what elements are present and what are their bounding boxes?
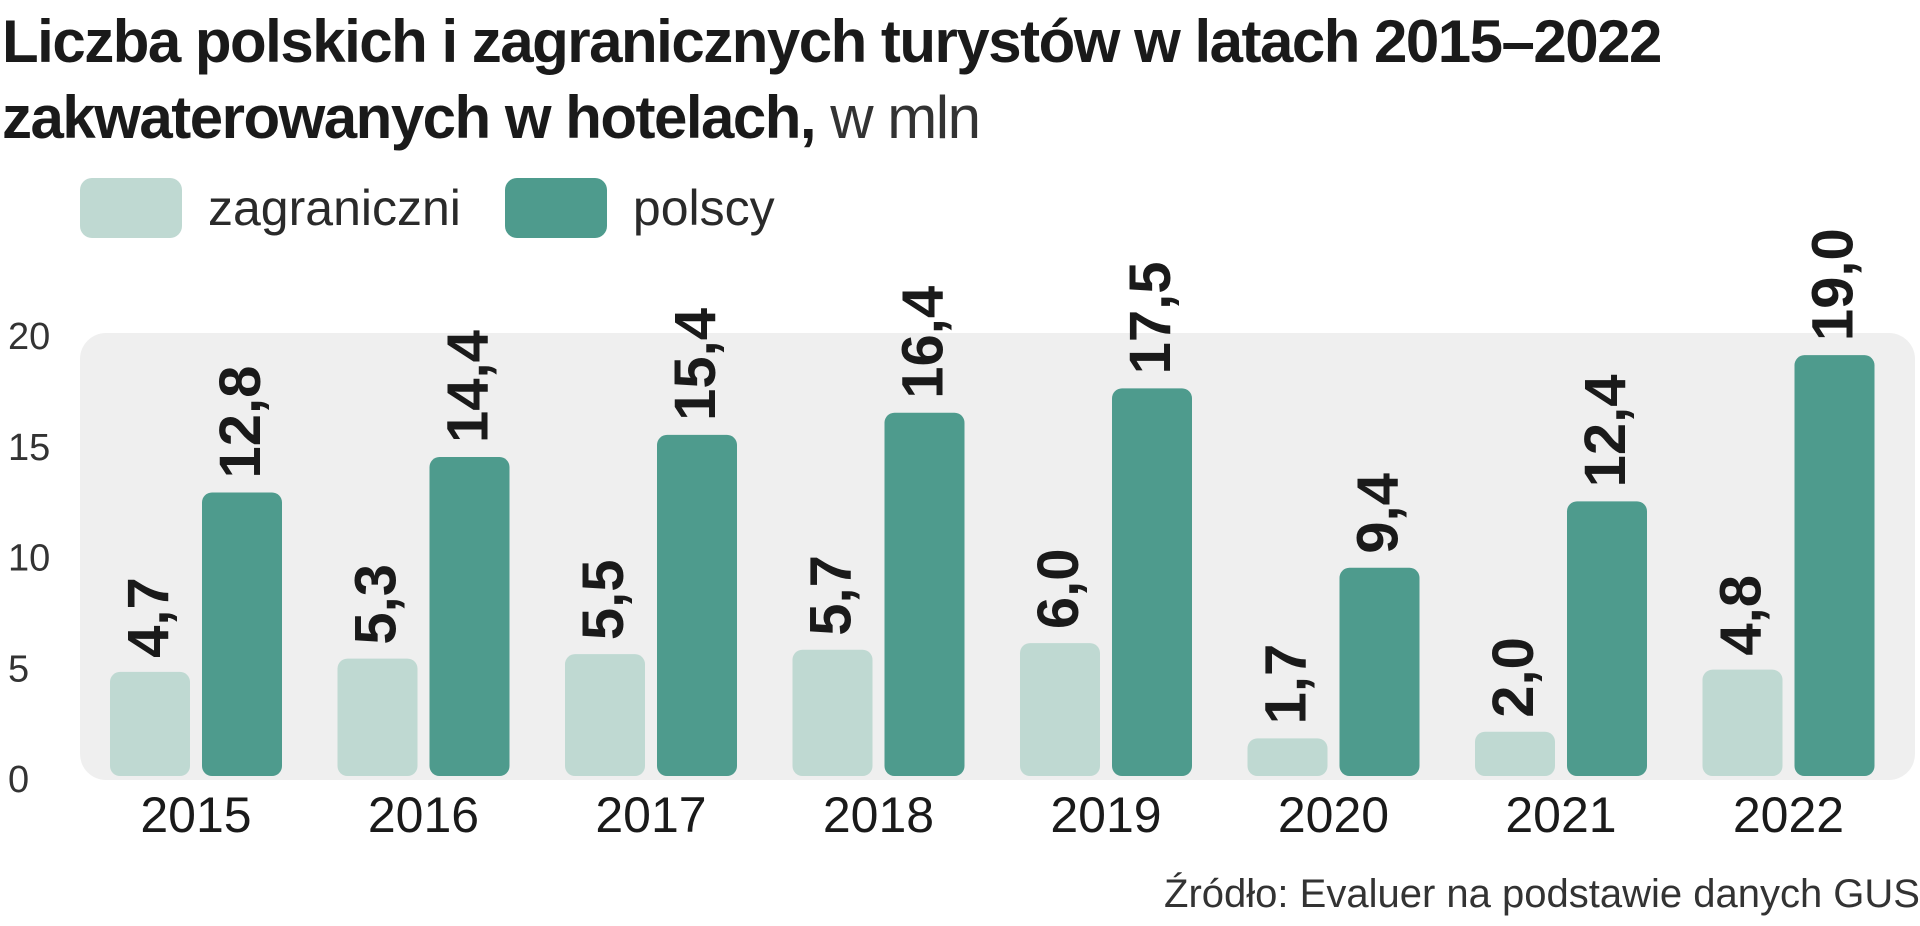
x-tick-label: 2019 [1050,787,1161,843]
bar-domestic [1567,501,1647,776]
bar-value-label: 14,4 [436,330,501,443]
bar-value-label: 4,7 [116,577,181,658]
bar-value-label: 15,4 [663,308,728,421]
bar-value-label: 6,0 [1026,548,1091,629]
bar-domestic [429,457,510,776]
bar-domestic [884,412,965,776]
bar-value-label: 9,4 [1346,473,1411,554]
bar-value-label: 5,3 [344,564,409,645]
legend-item-foreign: zagraniczni [80,178,461,238]
x-tick-label: 2015 [140,787,251,843]
bar-value-label: 4,8 [1709,575,1774,656]
legend-label-domestic: polscy [632,180,775,236]
bar-domestic [657,434,737,776]
plot-background [80,333,1915,780]
bar-domestic [1112,388,1192,776]
bar-value-label: 5,7 [799,555,864,636]
x-tick-label: 2017 [595,787,706,843]
y-tick-label: 15 [8,427,50,469]
source-note: Źródło: Evaluer na podstawie danych GUS [1164,872,1920,916]
x-tick-label: 2021 [1505,787,1616,843]
bar-value-label: 17,5 [1118,261,1183,374]
bar-domestic [1794,355,1875,776]
legend-swatch-foreign [80,178,182,238]
chart-title-unit: w mln [815,84,981,151]
bar-value-label: 5,5 [571,560,636,641]
x-tick-label: 2018 [823,787,934,843]
legend-item-domestic: polscy [504,178,775,238]
bar-foreign [1475,731,1555,776]
x-tick-label: 2022 [1733,787,1844,843]
bar-domestic [1339,567,1420,776]
y-tick-label: 5 [8,648,29,690]
legend-label-foreign: zagraniczni [208,180,461,236]
bar-foreign [1247,738,1328,776]
bar-value-label: 19,0 [1801,228,1866,341]
x-tick-label: 2020 [1278,787,1389,843]
bar-foreign [1702,669,1783,776]
bar-foreign [565,654,645,776]
y-tick-label: 20 [8,316,50,358]
y-tick-label: 0 [8,759,29,801]
bar-value-label: 2,0 [1481,637,1546,718]
chart-title-main: Liczba polskich i zagranicznych turystów… [2,8,1662,151]
bar-value-label: 12,8 [208,366,273,479]
bar-foreign [337,658,418,776]
bar-domestic [202,492,282,776]
y-tick-label: 10 [8,538,50,580]
bar-foreign [1020,643,1100,776]
bar-foreign [110,671,190,776]
chart-title: Liczba polskich i zagranicznych turystów… [2,4,1912,156]
legend-swatch-domestic [504,178,607,238]
legend: zagraniczni polscy [80,178,819,238]
bar-foreign [792,649,873,776]
x-tick-label: 2016 [368,787,479,843]
bar-value-label: 16,4 [891,286,956,399]
bar-value-label: 1,7 [1254,644,1319,725]
bar-value-label: 12,4 [1573,374,1638,487]
